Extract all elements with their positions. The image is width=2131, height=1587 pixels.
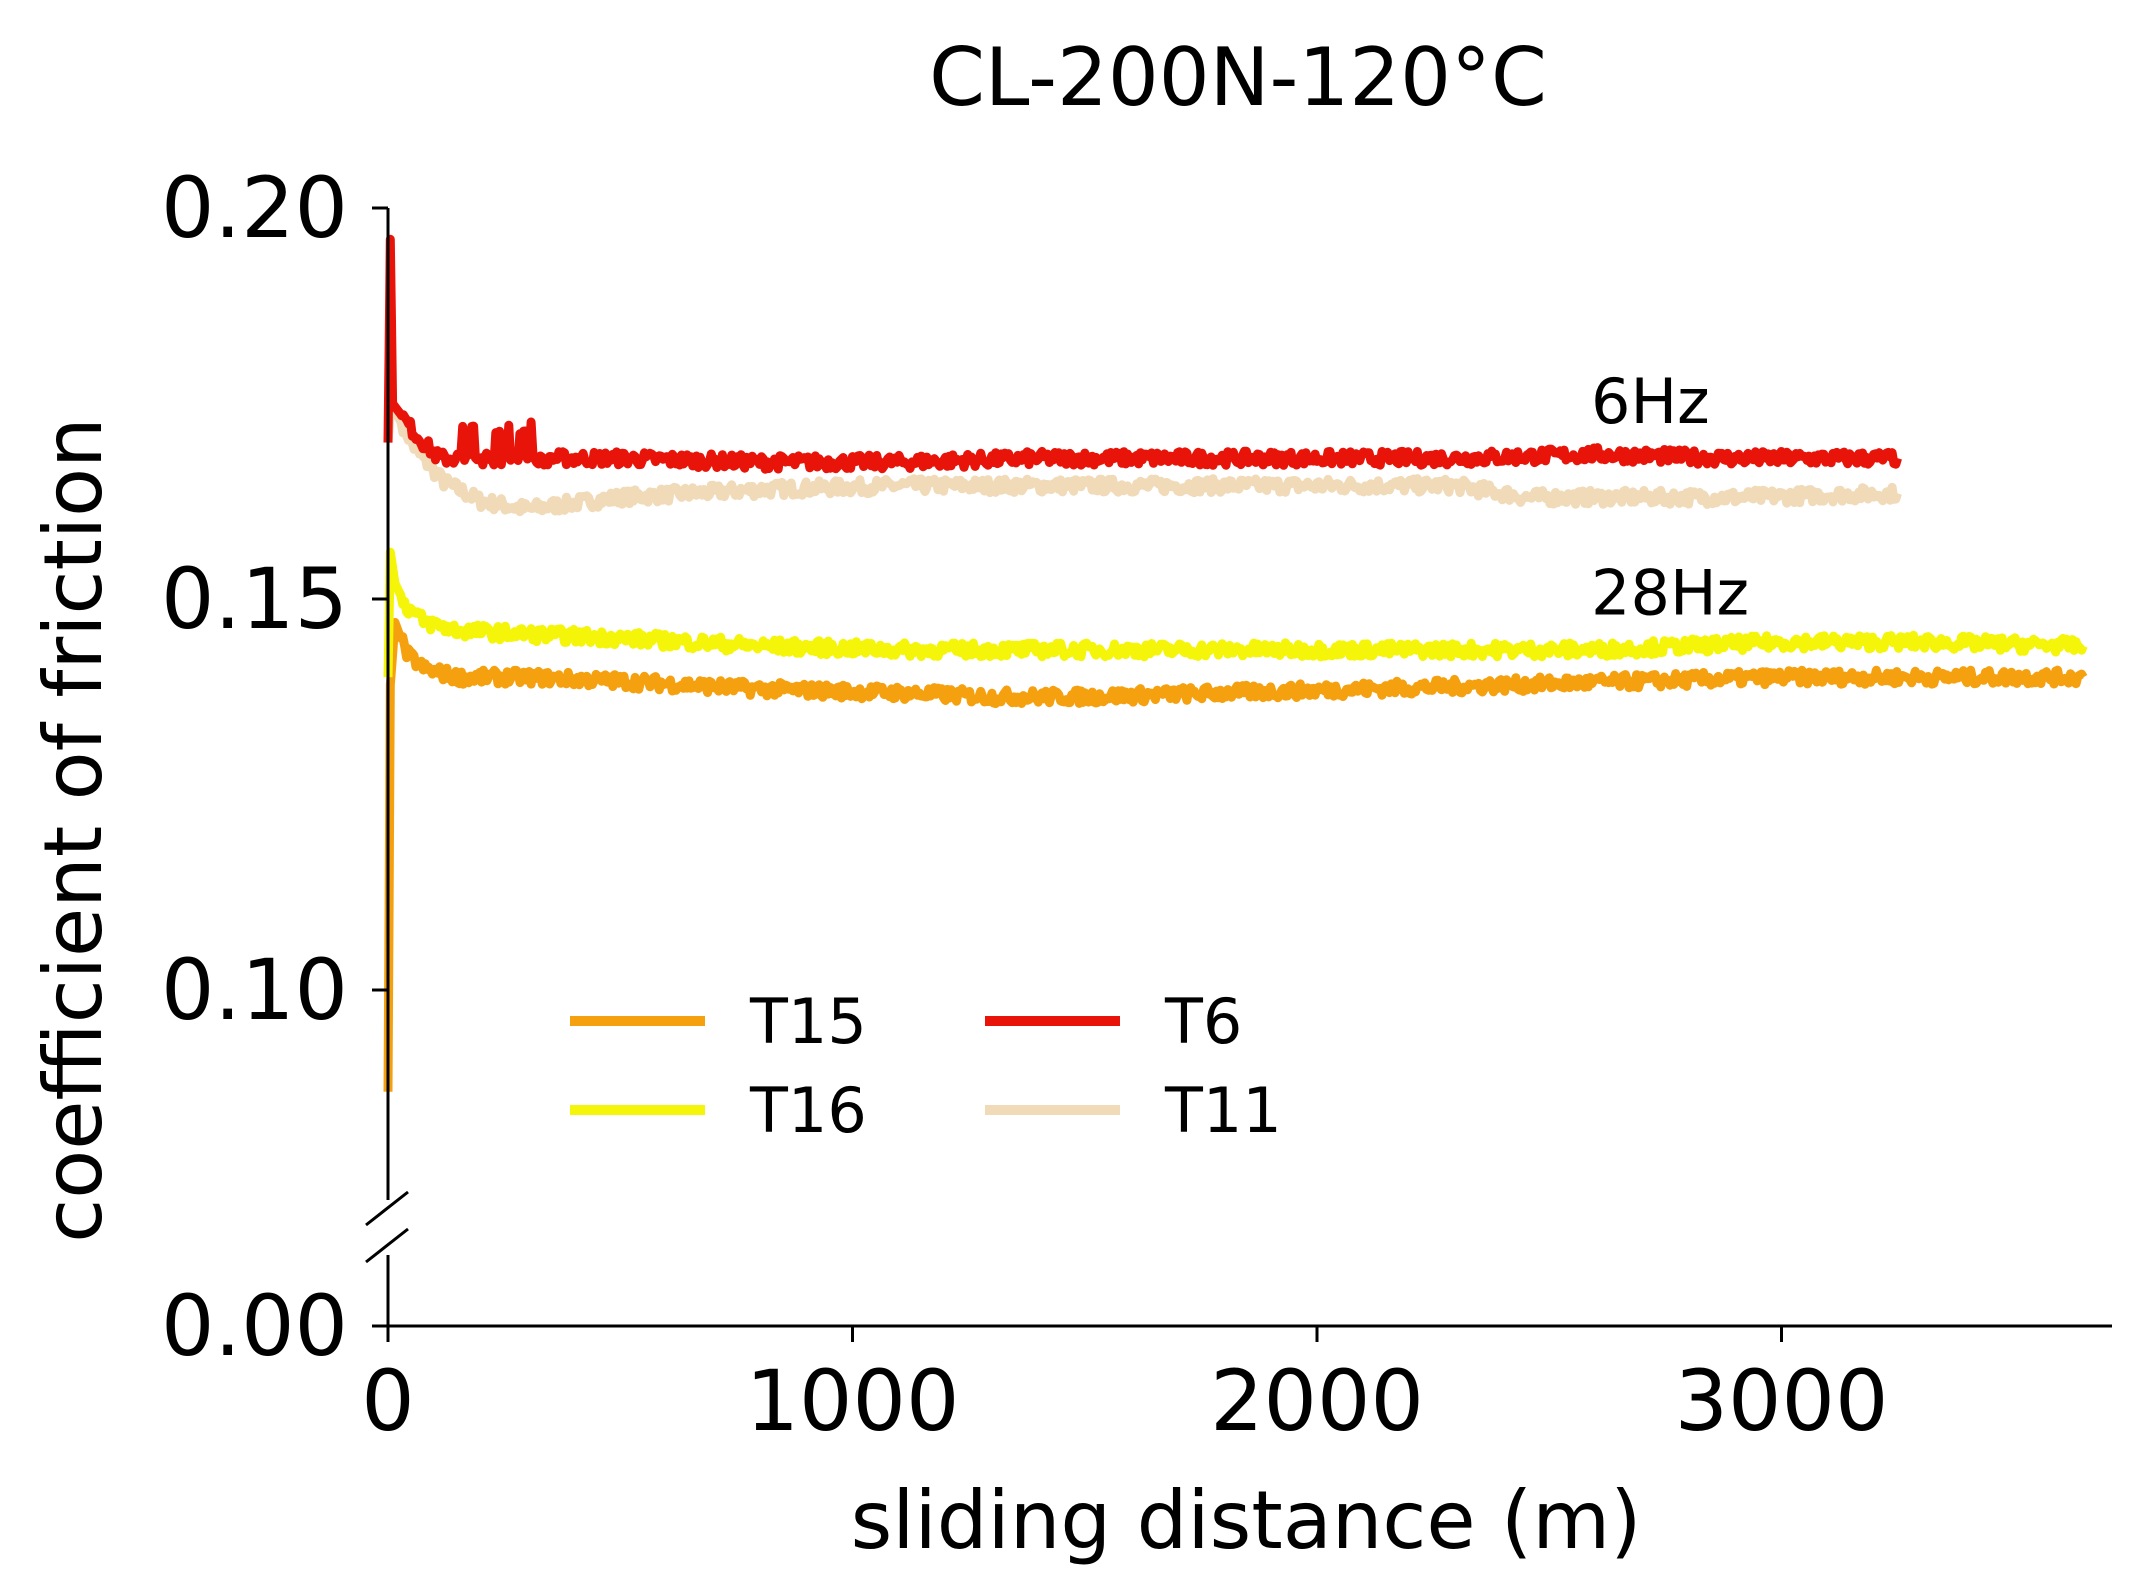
axes-layer: 0.00 0.10 0.15 0.20 0 1000 2000 3000 xyxy=(161,159,2112,1450)
series-t6 xyxy=(383,234,1902,474)
chart-title: CL-200N-120°C xyxy=(929,31,1547,124)
legend-item-t11: T11 xyxy=(985,1074,1282,1147)
legend-label-t11: T11 xyxy=(1164,1074,1282,1147)
legend-label-t6: T6 xyxy=(1164,985,1242,1058)
series-line-t6 xyxy=(383,234,1902,474)
legend-item-t15: T15 xyxy=(570,985,867,1058)
annotation-28hz: 28Hz xyxy=(1591,557,1749,630)
x-tick-label: 3000 xyxy=(1675,1352,1889,1450)
x-axis-label: sliding distance (m) xyxy=(851,1474,1642,1567)
y-tick-label: 0.15 xyxy=(161,550,348,648)
annotation-layer: 6Hz 28Hz xyxy=(1591,365,1749,630)
series-line-t11 xyxy=(383,406,1902,517)
axis-break-mark-lower xyxy=(365,1227,409,1264)
axis-break-mark-upper xyxy=(365,1190,409,1227)
x-tick-label: 2000 xyxy=(1210,1352,1424,1450)
y-axis-label: coefficient of friction xyxy=(27,417,120,1242)
legend: T15 T16 T6 T11 xyxy=(570,985,1282,1147)
legend-label-t15: T15 xyxy=(749,985,867,1058)
annotation-6hz: 6Hz xyxy=(1591,365,1710,438)
legend-item-t6: T6 xyxy=(985,985,1242,1058)
y-tick-label: 0.10 xyxy=(161,941,348,1039)
series-line-t15 xyxy=(383,618,2088,1092)
x-tick-label: 0 xyxy=(361,1352,414,1450)
series-t11 xyxy=(383,406,1902,517)
y-tick-label: 0.20 xyxy=(161,159,348,257)
series-t15 xyxy=(383,618,2088,1092)
legend-item-t16: T16 xyxy=(570,1074,867,1147)
legend-label-t16: T16 xyxy=(749,1074,867,1147)
series-line-t16 xyxy=(383,547,2088,678)
y-tick-label: 0.00 xyxy=(161,1277,348,1375)
x-tick-label: 1000 xyxy=(746,1352,960,1450)
series-t16 xyxy=(383,547,2088,678)
series-layer xyxy=(383,234,2088,1092)
